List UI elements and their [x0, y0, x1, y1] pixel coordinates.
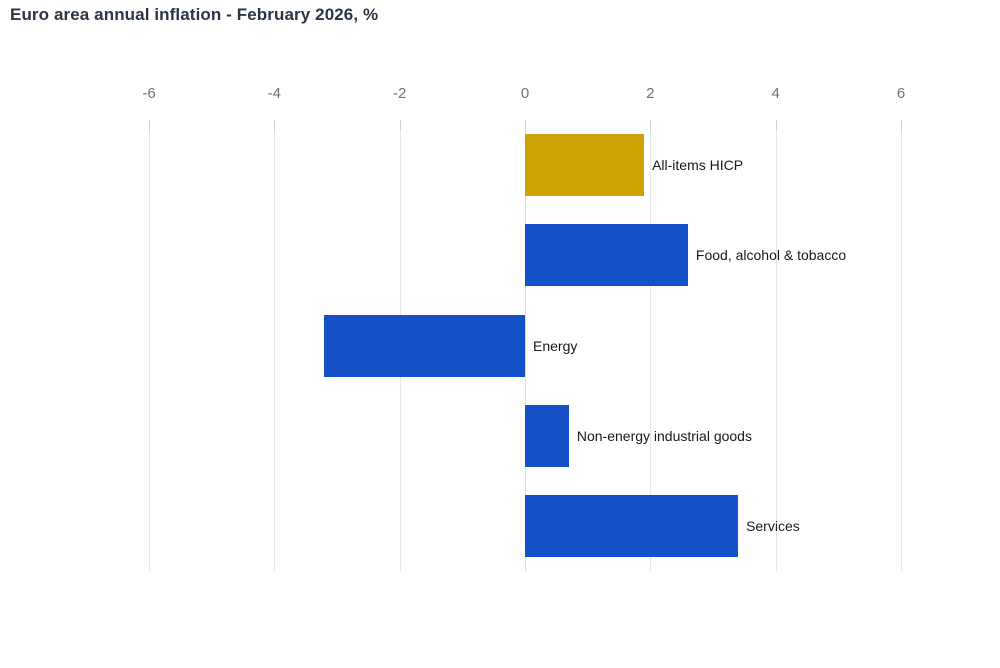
x-tick-label: -2	[392, 85, 407, 102]
tick-mark	[149, 120, 150, 130]
bar-label: Services	[746, 517, 800, 534]
x-tick-label: 0	[520, 85, 530, 102]
gridline	[525, 120, 526, 571]
bar-all-items-hicp[interactable]	[525, 134, 645, 197]
tick-mark	[274, 120, 276, 130]
gridline	[650, 120, 652, 571]
x-tick-label: 2	[646, 85, 655, 102]
x-tick-label: 6	[896, 85, 906, 102]
gridline	[149, 120, 150, 571]
x-tick-label: -6	[142, 85, 156, 102]
bar-label: All-items HICP	[652, 157, 744, 174]
gridline	[775, 120, 777, 571]
tick-mark	[399, 120, 401, 130]
gridline	[274, 120, 276, 571]
tick-mark	[901, 120, 902, 130]
bar-services[interactable]	[525, 494, 739, 557]
chart-title: Euro area annual inflation - February 20…	[10, 5, 379, 24]
bar-energy[interactable]	[324, 314, 525, 377]
x-tick-label: -4	[267, 85, 281, 102]
gridline	[901, 120, 902, 571]
bar-food-alcohol-tobacco[interactable]	[525, 224, 688, 287]
bar-non-energy-industrial-goods[interactable]	[525, 404, 569, 467]
bar-label: Food, alcohol & tobacco	[695, 247, 847, 264]
bar-label: Energy	[533, 337, 578, 354]
tick-mark	[650, 120, 652, 130]
tick-mark	[775, 120, 777, 130]
bar-label: Non-energy industrial goods	[576, 427, 752, 444]
tick-mark	[525, 120, 526, 130]
x-tick-label: 4	[771, 85, 780, 102]
